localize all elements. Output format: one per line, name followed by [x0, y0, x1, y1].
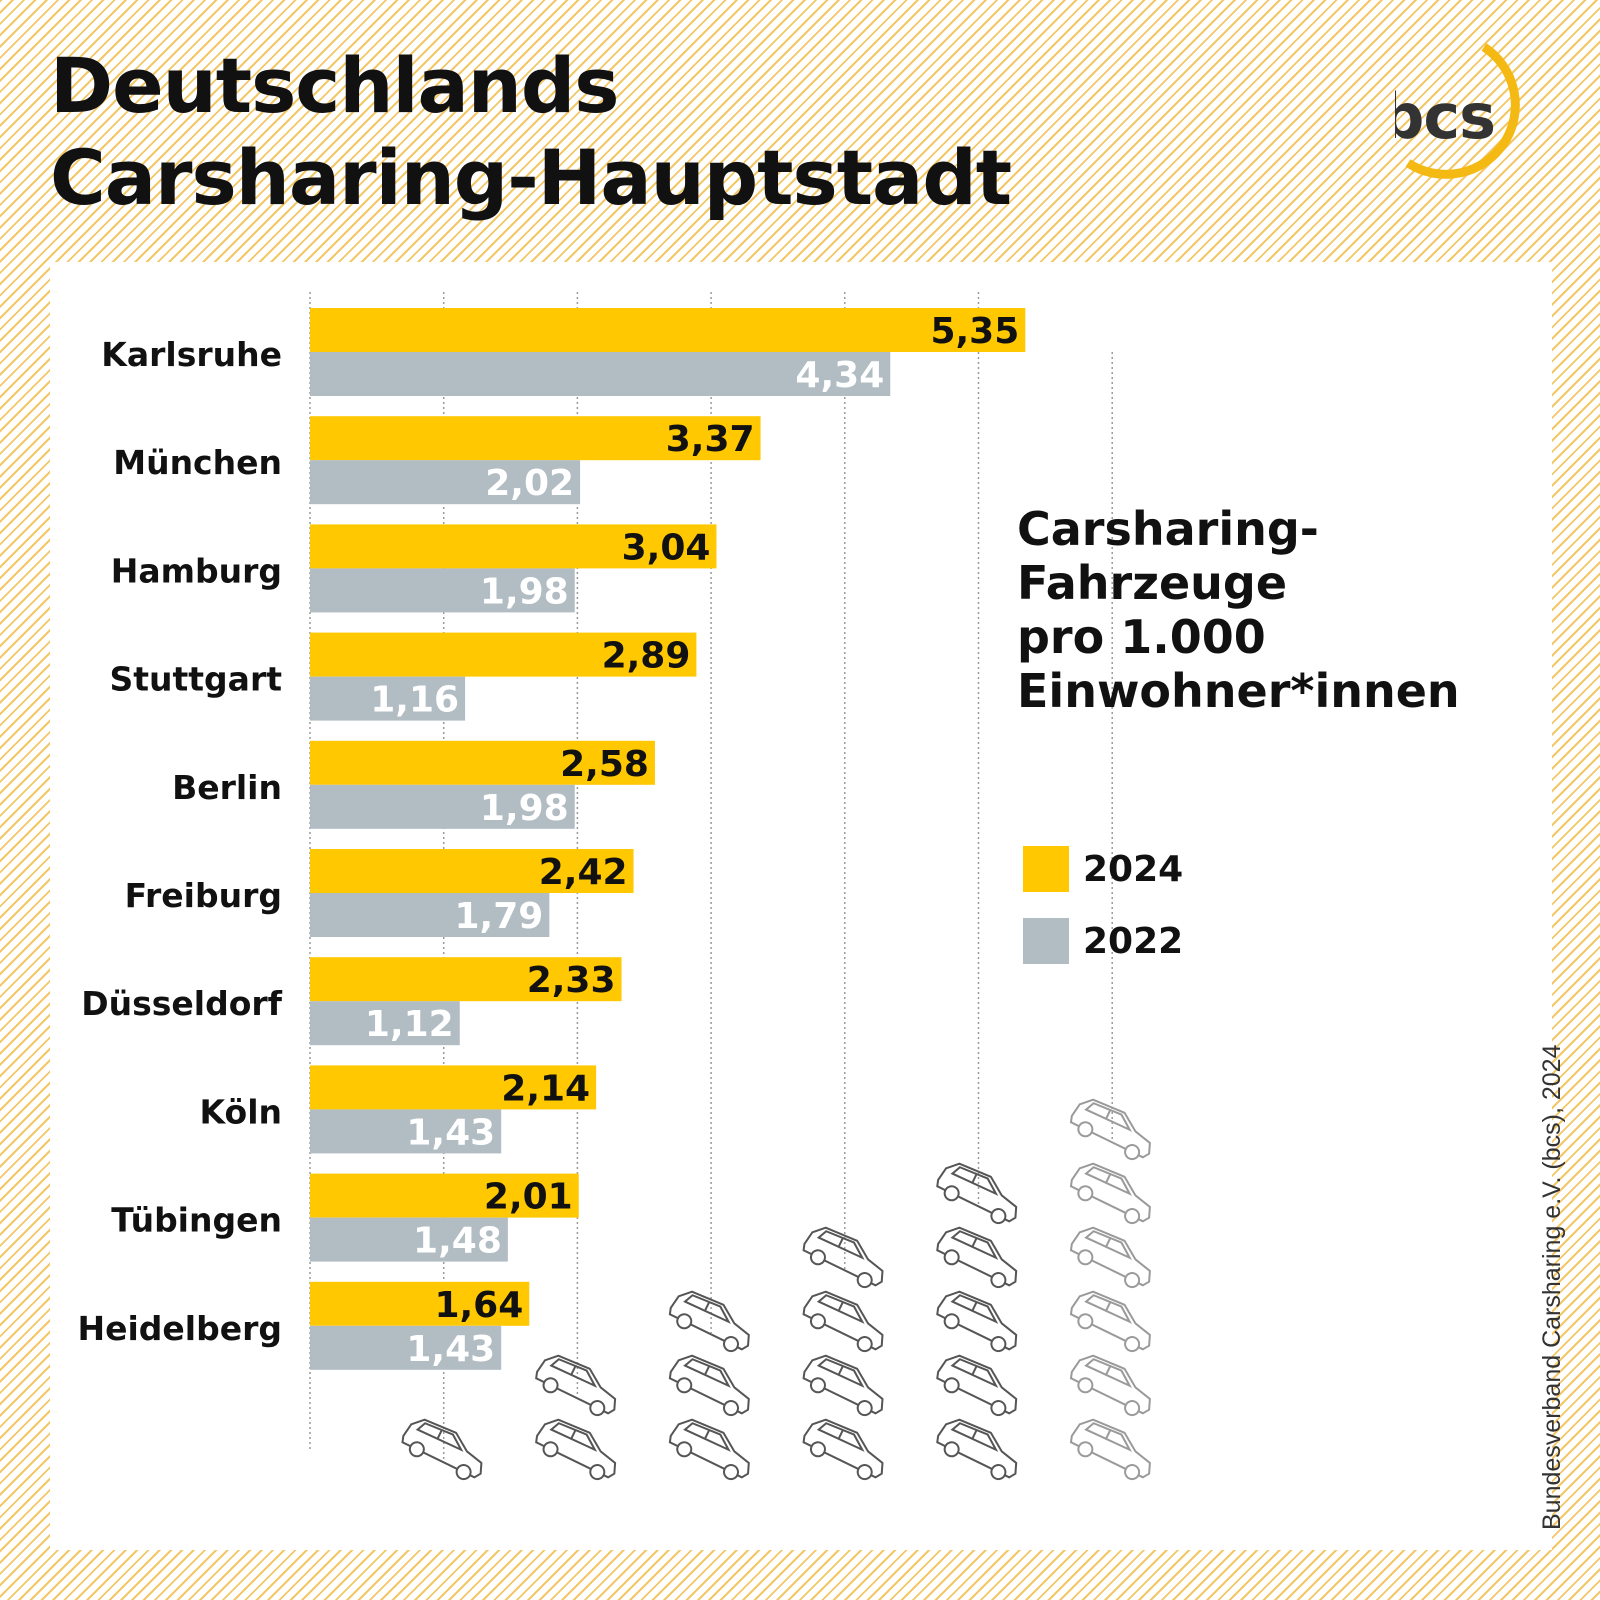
subtitle-line-1: Carsharing- [1017, 502, 1319, 556]
category-label: Heidelberg [77, 1309, 282, 1348]
car-icon [802, 1354, 884, 1417]
bar-2022 [310, 1001, 460, 1046]
chart-panel: Karlsruhe 5,35 4,34 München 3,37 2,02 Hamburg 3… [50, 262, 1552, 1550]
chart-legend: 2024 2022 [1023, 846, 1183, 990]
car-icon [668, 1354, 750, 1417]
car-icon [936, 1226, 1018, 1289]
bar-2022 [310, 784, 575, 829]
data-label-2022: 2,02 [485, 463, 574, 504]
data-label-2024: 2,33 [527, 960, 616, 1001]
car-icon [936, 1162, 1018, 1225]
data-label-2022: 4,34 [795, 355, 884, 396]
data-label-2024: 5,35 [930, 311, 1019, 352]
data-label-2022: 1,12 [365, 1004, 454, 1045]
car-icon [535, 1418, 617, 1481]
bar-2022 [310, 568, 575, 613]
data-label-2022: 1,43 [406, 1112, 495, 1153]
subtitle-line-3: pro 1.000 [1017, 610, 1266, 664]
bar-2024 [310, 524, 717, 569]
car-icon [668, 1418, 750, 1481]
chart-subtitle: Carsharing- Fahrzeuge pro 1.000 Einwohne… [1017, 502, 1460, 718]
category-label: Köln [200, 1092, 282, 1131]
car-icon [1069, 1226, 1151, 1289]
data-label-2024: 3,04 [622, 527, 711, 568]
title-line-1: Deutschlands [50, 41, 620, 130]
data-label-2024: 2,42 [539, 852, 628, 893]
car-icon [802, 1290, 884, 1353]
bcs-logo-arc-icon [1405, 43, 1520, 179]
data-label-2022: 1,43 [406, 1329, 495, 1370]
legend-item-2024: 2024 [1023, 846, 1183, 892]
bar-2022 [310, 1109, 502, 1154]
bar-2024 [310, 1065, 597, 1110]
data-label-2024: 2,14 [501, 1068, 590, 1109]
title-line-2: Carsharing-Hauptstadt [50, 133, 1012, 222]
bar-2024 [310, 849, 634, 893]
bar-2022 [310, 893, 550, 937]
legend-swatch-2022 [1023, 918, 1069, 964]
subtitle-line-2: Fahrzeuge [1017, 556, 1288, 610]
data-label-2024: 2,01 [484, 1177, 573, 1218]
source-note: Bundesverband Carsharing e.V. (bcs), 202… [1538, 1044, 1566, 1531]
bar-chart: Karlsruhe 5,35 4,34 München 3,37 2,02 Hamburg 3… [77, 292, 1151, 1481]
car-icon [936, 1290, 1018, 1353]
data-label-2022: 1,48 [413, 1221, 502, 1262]
bar-2022 [310, 352, 891, 396]
bar-2024 [310, 1173, 579, 1218]
bar-2022 [310, 676, 466, 721]
legend-item-2022: 2022 [1023, 918, 1183, 964]
data-label-2022: 1,16 [370, 680, 459, 721]
car-icon [1069, 1290, 1151, 1353]
bar-2024 [310, 1281, 530, 1326]
category-label: Tübingen [111, 1201, 282, 1240]
car-icon [936, 1354, 1018, 1417]
bar-2022 [310, 1325, 502, 1370]
data-label-2024: 3,37 [666, 419, 755, 460]
category-label: Karlsruhe [101, 335, 282, 374]
bar-2022 [310, 460, 581, 505]
chart-title: Deutschlands Carsharing-Hauptstadt [50, 40, 1012, 224]
data-label-2024: 2,89 [602, 636, 691, 677]
category-label: Hamburg [111, 551, 282, 590]
data-label-2022: 1,98 [480, 788, 569, 829]
bar-2024 [310, 308, 1026, 352]
bar-2024 [310, 740, 655, 785]
category-label: Berlin [172, 768, 282, 807]
car-icon [1069, 1098, 1151, 1161]
car-icon [401, 1418, 483, 1481]
data-label-2022: 1,79 [454, 896, 543, 937]
legend-label-2024: 2024 [1083, 848, 1184, 890]
bcs-logo: bcs [1395, 43, 1520, 179]
car-icon [936, 1418, 1018, 1481]
category-label: Freiburg [125, 876, 282, 915]
bcs-logo-text: bcs [1395, 80, 1495, 153]
legend-label-2022: 2022 [1083, 920, 1184, 962]
data-label-2022: 1,98 [480, 571, 569, 612]
car-icon [802, 1418, 884, 1481]
category-label: München [113, 443, 282, 482]
bar-2024 [310, 632, 697, 677]
car-icon [1069, 1418, 1151, 1481]
car-icon [802, 1226, 884, 1289]
bar-2022 [310, 1217, 508, 1262]
car-icon [535, 1354, 617, 1417]
data-label-2024: 2,58 [560, 744, 649, 785]
subtitle-line-4: Einwohner*innen [1017, 664, 1460, 718]
car-icon [668, 1290, 750, 1353]
car-icon [1069, 1354, 1151, 1417]
category-label: Stuttgart [109, 660, 282, 699]
data-label-2024: 1,64 [434, 1285, 523, 1326]
bar-2024 [310, 416, 761, 461]
legend-swatch-2024 [1023, 846, 1069, 892]
category-label: Düsseldorf [81, 984, 282, 1023]
car-icon [1069, 1162, 1151, 1225]
bar-2024 [310, 957, 622, 1002]
